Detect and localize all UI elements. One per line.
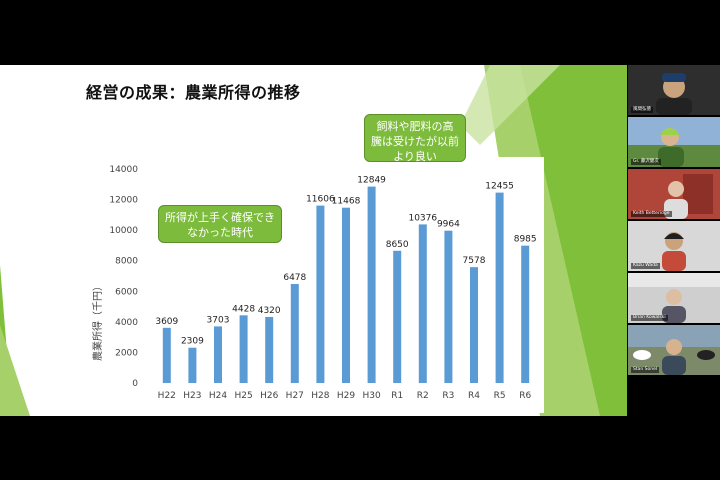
bar: [214, 326, 222, 383]
y-tick-label: 2000: [115, 348, 138, 358]
bar: [495, 192, 504, 383]
category-labels: H22 H23 H24 H25 H26 H27 H28 H29 H30 R1 R2 R3 R4 R5 R6: [158, 391, 532, 401]
participant-name: Brian Kowalski: [631, 315, 668, 321]
bar-chart: 農業所得（千円） 0 2000 4000 6000 8000 10000 12000 1400…: [86, 157, 544, 413]
video-feed: [628, 221, 720, 271]
value-label: 4320: [258, 306, 281, 316]
category-label: R1: [391, 391, 403, 401]
category-label: H23: [183, 391, 201, 401]
y-tick-label: 0: [132, 379, 138, 389]
bar: [521, 245, 530, 383]
category-label: R2: [417, 391, 429, 401]
participant-tile[interactable]: Gr. 藤沢健次: [628, 117, 720, 167]
callout-top-line-1: 飼料や肥料の高: [376, 120, 454, 133]
callout-top: 飼料や肥料の高 騰は受けたが以前 より良い: [364, 114, 466, 163]
participant-name: Stan Sonel: [631, 367, 660, 373]
category-label: R4: [468, 391, 480, 401]
shared-slide: 経営の成果：農業所得の推移 農業所得（千円） 0 2000 4000 6000 8000…: [0, 65, 627, 416]
video-feed: [628, 65, 720, 115]
value-label: 9964: [437, 220, 460, 230]
category-label: R3: [442, 391, 454, 401]
category-label: H28: [311, 391, 329, 401]
category-label: H27: [286, 391, 304, 401]
value-label: 3609: [155, 317, 178, 327]
participant-name: 風間弘徳: [631, 107, 653, 113]
y-tick-label: 14000: [109, 165, 138, 175]
value-label: 7578: [463, 256, 486, 266]
value-label: 8650: [386, 240, 409, 250]
bar: [470, 267, 478, 383]
participant-tile[interactable]: Keith Betteridge: [628, 169, 720, 219]
value-label: 4428: [232, 304, 255, 314]
value-label: 3703: [207, 315, 230, 325]
y-tick-label: 10000: [109, 226, 138, 236]
value-label: 12849: [357, 176, 386, 186]
video-feed: [628, 117, 720, 167]
category-label: R6: [519, 391, 531, 401]
value-label: 11468: [332, 197, 361, 207]
category-label: H30: [362, 391, 380, 401]
bar: [367, 186, 376, 383]
bar: [188, 347, 197, 383]
value-label: 2309: [181, 337, 204, 347]
y-tick-labels: 0 2000 4000 6000 8000 10000 12000 14000: [109, 165, 138, 389]
category-label: H22: [158, 391, 176, 401]
category-label: H25: [234, 391, 252, 401]
bar: [418, 224, 427, 383]
participant-tile[interactable]: Kazu Wada: [628, 221, 720, 271]
bar: [239, 315, 248, 383]
y-tick-label: 4000: [115, 318, 138, 328]
category-label: H29: [337, 391, 355, 401]
video-feed: [628, 325, 720, 375]
callout-left-line-1: 所得が上手く確保でき: [165, 211, 275, 224]
value-label: 10376: [408, 213, 437, 223]
bar: [393, 250, 402, 383]
callout-left-line-2: なかった時代: [187, 226, 253, 239]
y-tick-label: 6000: [115, 287, 138, 297]
callout-top-line-2: 騰は受けたが以前: [371, 135, 459, 148]
bar: [444, 230, 453, 383]
bar: [162, 327, 171, 383]
y-tick-label: 12000: [109, 196, 138, 206]
slide-title: 経営の成果：農業所得の推移: [86, 83, 301, 102]
value-label: 6478: [283, 273, 306, 283]
chart-area: [86, 157, 544, 413]
slide-decoration: [0, 65, 627, 416]
participant-name: Keith Betteridge: [631, 211, 672, 217]
participant-panel: 風間弘徳 Gr. 藤沢健次 Keith Betteridge Kazu Wada: [628, 65, 720, 375]
value-label: 8985: [514, 235, 537, 245]
category-label: H24: [209, 391, 227, 401]
category-label: R5: [494, 391, 506, 401]
participant-name: Gr. 藤沢健次: [631, 159, 661, 165]
y-tick-label: 8000: [115, 257, 138, 267]
callout-top-line-3: より良い: [393, 150, 437, 163]
bars: [162, 186, 530, 383]
y-axis-label: 農業所得（千円）: [91, 281, 104, 361]
callout-left: 所得が上手く確保でき なかった時代: [158, 205, 282, 243]
participant-tile[interactable]: Stan Sonel: [628, 325, 720, 375]
bar: [290, 283, 299, 383]
value-label: 12455: [485, 182, 514, 192]
participant-tile[interactable]: 風間弘徳: [628, 65, 720, 115]
bar: [265, 316, 274, 383]
participant-name: Kazu Wada: [631, 263, 660, 269]
bar: [342, 207, 350, 383]
participant-tile[interactable]: Brian Kowalski: [628, 273, 720, 323]
category-label: H26: [260, 391, 278, 401]
bar: [316, 205, 325, 383]
video-feed: [628, 273, 720, 323]
value-label: 11606: [306, 195, 335, 205]
